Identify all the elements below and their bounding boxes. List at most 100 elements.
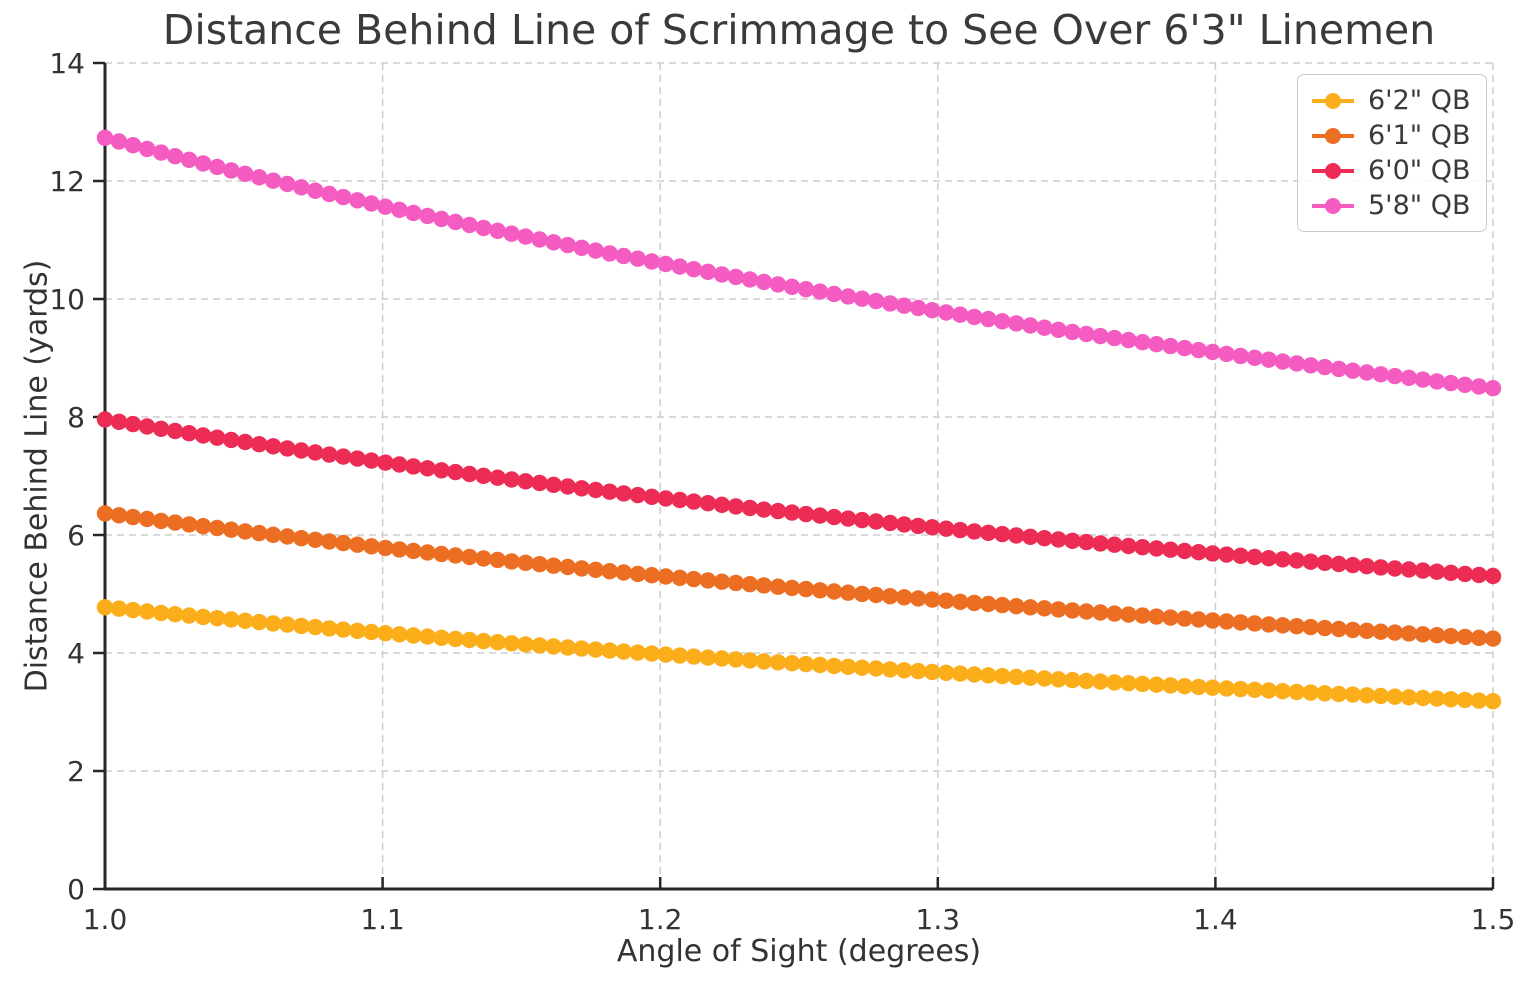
series-marker xyxy=(223,162,240,179)
x-tick-label: 1.5 xyxy=(1471,903,1516,936)
series-marker xyxy=(335,188,352,206)
series-marker xyxy=(1428,690,1446,707)
series-marker xyxy=(587,561,604,578)
series-marker xyxy=(391,541,408,558)
series-marker xyxy=(166,148,184,165)
series-marker xyxy=(1134,334,1151,351)
series-marker xyxy=(741,271,759,288)
series-marker xyxy=(1078,325,1095,343)
series-marker xyxy=(853,511,871,529)
series-marker xyxy=(1428,563,1446,580)
series-marker xyxy=(489,551,506,569)
legend-label: 6'0" QB xyxy=(1368,155,1471,186)
series-marker xyxy=(1022,317,1039,334)
series-marker xyxy=(209,519,226,537)
series-marker xyxy=(251,169,268,186)
series-marker xyxy=(1358,622,1376,639)
series-marker xyxy=(180,151,198,168)
series-marker xyxy=(377,198,394,215)
series-marker xyxy=(1316,685,1334,702)
series-marker xyxy=(615,564,632,581)
series-marker xyxy=(896,662,913,679)
series-marker xyxy=(209,158,226,176)
series-marker xyxy=(1442,627,1460,645)
series-marker xyxy=(138,140,156,158)
series-marker xyxy=(545,476,562,493)
series-marker xyxy=(251,436,268,453)
series-marker xyxy=(461,465,478,483)
series-marker xyxy=(349,536,366,553)
series-marker xyxy=(797,580,815,598)
series-marker xyxy=(1064,323,1081,341)
series-marker xyxy=(783,579,801,597)
series-marker xyxy=(643,488,660,505)
legend-line-marker-icon xyxy=(1312,127,1354,144)
series-marker xyxy=(910,662,927,680)
series-marker xyxy=(307,531,324,548)
series-marker xyxy=(615,247,632,265)
series-marker xyxy=(237,165,254,182)
series-marker xyxy=(1190,544,1207,561)
y-tick-label: 12 xyxy=(49,165,85,198)
series-marker xyxy=(96,505,114,522)
series-marker xyxy=(1162,677,1179,694)
series-marker xyxy=(1162,541,1179,558)
series-marker xyxy=(517,554,534,571)
series-marker xyxy=(545,638,562,655)
series-marker xyxy=(839,288,857,305)
legend-row: 5'8" QB xyxy=(1310,190,1474,221)
series-marker xyxy=(643,253,660,270)
y-tick-label: 4 xyxy=(67,637,85,670)
legend: 6'2" QB 6'1" QB 6'0" QB 5'8" QB xyxy=(1297,74,1487,232)
series-marker xyxy=(223,431,240,449)
x-tick-label: 1.4 xyxy=(1193,903,1238,936)
series-marker xyxy=(1414,626,1432,643)
series-marker xyxy=(699,495,717,512)
series-marker xyxy=(839,510,857,527)
series-marker xyxy=(1050,321,1067,338)
series-marker xyxy=(152,604,170,622)
series-marker xyxy=(279,175,296,193)
series-marker xyxy=(1428,373,1446,390)
series-marker xyxy=(475,550,492,567)
series-marker xyxy=(741,499,759,517)
series-marker xyxy=(1246,615,1263,632)
series-marker xyxy=(180,516,198,533)
series-marker xyxy=(237,523,254,540)
series-marker xyxy=(1386,560,1404,577)
series-marker xyxy=(152,144,170,161)
series-marker xyxy=(209,429,226,446)
series-marker xyxy=(1246,548,1263,566)
series-marker xyxy=(1050,531,1067,548)
series-marker xyxy=(1176,542,1193,560)
series-marker xyxy=(685,261,702,278)
series-marker xyxy=(755,653,773,670)
series-marker xyxy=(1330,685,1348,703)
series-marker xyxy=(938,520,955,537)
series-marker xyxy=(966,523,983,540)
legend-row: 6'0" QB xyxy=(1310,155,1474,186)
series-marker xyxy=(251,524,268,542)
series-marker xyxy=(994,596,1011,614)
series-marker xyxy=(559,639,576,656)
series-marker xyxy=(152,420,170,437)
series-marker xyxy=(405,627,422,644)
series-marker xyxy=(1386,688,1404,705)
series-marker xyxy=(335,621,352,638)
series-marker xyxy=(867,513,885,530)
series-marker xyxy=(1274,683,1291,700)
series-marker xyxy=(1400,369,1418,386)
series-marker xyxy=(1302,553,1319,570)
series-marker xyxy=(1344,362,1362,379)
series-marker xyxy=(615,485,632,502)
series-marker xyxy=(321,620,338,637)
x-axis-label: Angle of Sight (degrees) xyxy=(616,934,982,969)
series-marker xyxy=(910,517,927,535)
series-marker xyxy=(251,613,268,631)
series-marker xyxy=(1442,564,1460,581)
series-marker xyxy=(503,553,520,570)
series-marker xyxy=(1260,616,1277,633)
series-marker xyxy=(405,204,422,222)
series-marker xyxy=(1344,686,1362,703)
series-marker xyxy=(1106,605,1123,622)
